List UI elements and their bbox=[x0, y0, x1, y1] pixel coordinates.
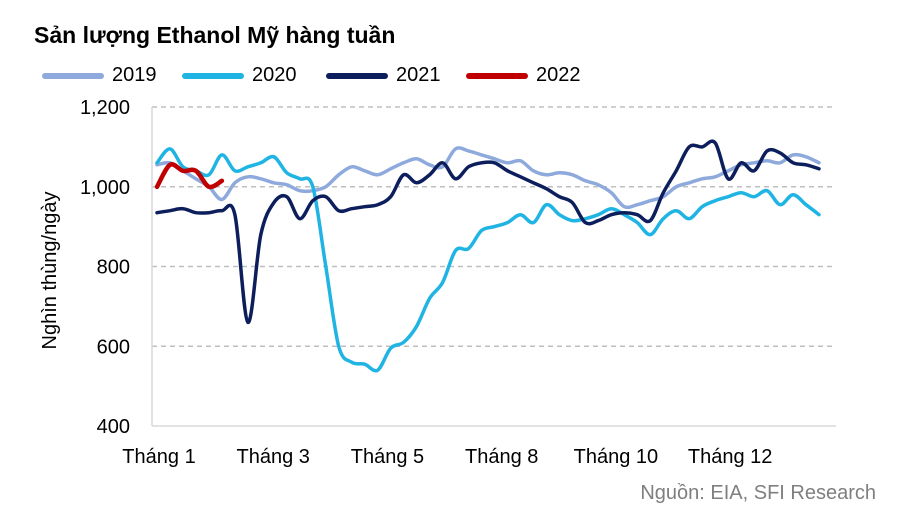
series-lines bbox=[154, 139, 821, 373]
series-line-2019 bbox=[155, 146, 821, 210]
tick-labels: 400 600 800 1,000 1,200 Tháng 1 Tháng 3 Tháng 5… bbox=[39, 97, 772, 468]
x-tick-label: Tháng 3 bbox=[237, 446, 310, 468]
y-tick-label-1000: 1,000 bbox=[80, 177, 130, 199]
y-tick-label-600: 600 bbox=[97, 336, 130, 358]
gridlines bbox=[152, 106, 836, 347]
x-tick-label: Tháng 5 bbox=[351, 446, 424, 468]
axes bbox=[151, 107, 836, 427]
legend-swatch-2021 bbox=[326, 73, 388, 79]
source-note: Nguồn: EIA, SFI Research bbox=[640, 482, 876, 504]
x-tick-label: Tháng 12 bbox=[688, 446, 773, 468]
chart-title: Sản lượng Ethanol Mỹ hàng tuần bbox=[34, 22, 396, 48]
series-line-2021 bbox=[155, 139, 821, 325]
legend-label-2021: 2021 bbox=[396, 64, 441, 86]
y-tick-label-1200: 1,200 bbox=[80, 97, 130, 119]
x-tick-label: Tháng 8 bbox=[465, 446, 538, 468]
legend-label-2020: 2020 bbox=[252, 64, 297, 86]
y-axis-title: Nghìn thùng/ngày bbox=[39, 192, 61, 350]
legend-swatch-2022 bbox=[466, 73, 528, 79]
y-tick-label-400: 400 bbox=[97, 416, 130, 438]
series-line-2022 bbox=[154, 162, 225, 190]
x-tick-label: Tháng 10 bbox=[574, 446, 659, 468]
legend-swatch-2019 bbox=[42, 73, 104, 79]
series-line-2020 bbox=[155, 147, 821, 373]
y-tick-label-800: 800 bbox=[97, 257, 130, 279]
x-tick-label: Tháng 1 bbox=[122, 446, 195, 468]
legend-label-2022: 2022 bbox=[536, 64, 581, 86]
legend-swatch-2020 bbox=[182, 73, 244, 79]
legend-label-2019: 2019 bbox=[112, 64, 157, 86]
